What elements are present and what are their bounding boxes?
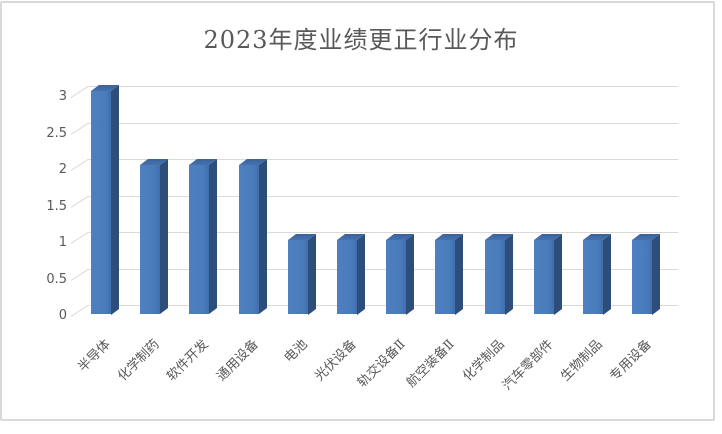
bar-生物制品 [583,239,603,314]
gridline-diagonal [70,268,89,281]
bar-轨交设备Ⅱ [386,239,407,314]
bar-化学制品 [484,239,505,314]
gridline [89,268,678,270]
gridline [89,86,678,87]
y-axis-tick-label: 0.5 [46,271,67,287]
bar-光伏设备 [337,239,357,314]
chart-border [0,1,715,421]
chart-title: 2023年度业绩更正行业分布 [203,26,519,54]
gridline-diagonal [70,195,89,208]
x-axis-category-label: 软件开发 [164,337,212,385]
gridline [89,232,678,233]
bar-航空装备Ⅱ [435,239,456,314]
gridline-diagonal [70,85,89,98]
gridline [89,159,678,160]
bar-专用设备 [632,239,653,314]
x-axis-category-label: 化学制品 [459,337,508,385]
gridline [89,195,678,197]
bar-汽车零部件 [533,239,554,314]
x-axis-category-label: 通用设备 [213,337,262,385]
bar-电池 [287,239,308,314]
y-axis-tick-label: 3 [58,89,67,104]
gridline-diagonal [70,304,89,317]
gridline-diagonal [70,158,89,171]
gridline [89,305,678,306]
bar-半导体 [91,90,111,314]
gridline-diagonal [70,231,89,244]
x-axis-category-label: 半导体 [75,337,114,376]
y-axis-tick-label: 2 [58,162,67,177]
gridline-diagonal [70,122,89,135]
y-axis-tick-label: 0 [58,308,67,323]
bar-软件开发 [189,165,210,314]
bar-化学制药 [140,165,161,314]
gridline [89,122,678,124]
bar-通用设备 [238,165,259,314]
y-axis-tick-label: 1.5 [46,198,67,214]
y-axis-tick-label: 1 [58,235,67,250]
x-axis-category-label: 航空装备Ⅱ [404,337,458,391]
y-axis-tick-label: 2.5 [46,125,67,141]
